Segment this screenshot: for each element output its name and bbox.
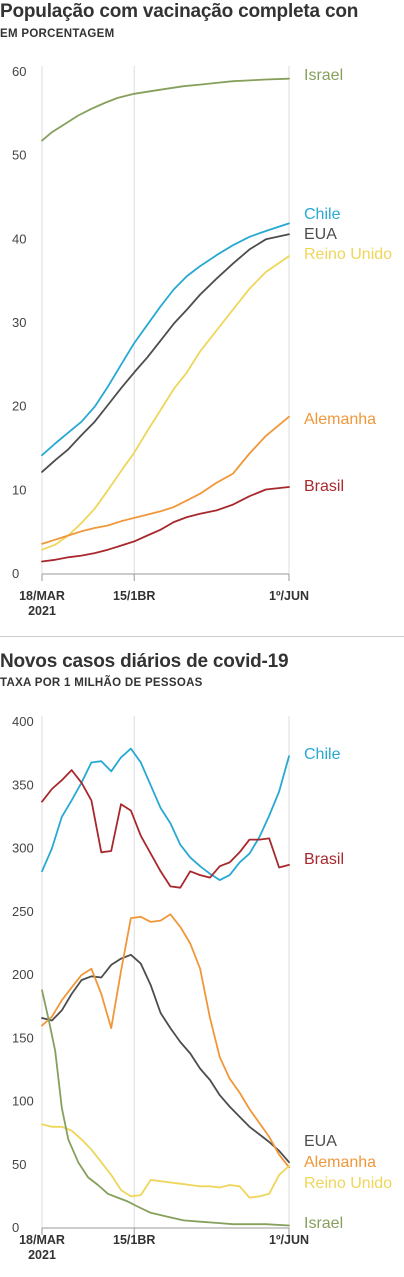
series-line-israel — [41, 77, 290, 142]
series-line-reino-unido — [41, 1123, 290, 1199]
y-tick-label: 150 — [12, 1030, 34, 1045]
chart-title: Novos casos diários de covid-19 — [0, 651, 289, 672]
cases-chart: Novos casos diários de covid-19 TAXA POR… — [0, 648, 404, 1277]
section-divider — [0, 636, 404, 637]
y-tick-label: 250 — [12, 904, 34, 919]
y-tick-label: 300 — [12, 841, 34, 856]
series-label-brasil: Brasil — [304, 478, 344, 495]
series-line-alemanha — [41, 913, 290, 1169]
x-tick-label: 1º/JUN — [269, 1233, 309, 1247]
series-line-reino-unido — [41, 255, 290, 551]
x-tick-label-year: 2021 — [28, 604, 56, 618]
x-tick-label: 15/1BR — [113, 589, 155, 603]
x-tick-label-year: 2021 — [28, 1248, 56, 1262]
series-line-eua — [41, 233, 290, 473]
series-label-eua: EUA — [304, 1133, 337, 1150]
y-tick-label: 50 — [12, 148, 26, 163]
series-label-reino-unido: Reino Unido — [304, 1175, 392, 1192]
series-line-israel — [41, 989, 290, 1227]
y-tick-label: 100 — [12, 1094, 34, 1109]
y-tick-label: 50 — [12, 1157, 26, 1172]
y-tick-label: 400 — [12, 714, 34, 729]
series-line-alemanha — [41, 415, 290, 545]
series-label-eua: EUA — [304, 226, 337, 243]
series-line-brasil — [41, 486, 290, 563]
x-tick-label: 15/1BR — [113, 1233, 155, 1247]
series-label-israel: Israel — [304, 67, 343, 84]
chart-title: População com vacinação completa con — [0, 1, 359, 22]
chart-subtitle: TAXA POR 1 MILHÃO DE PESSOAS — [0, 677, 203, 689]
series-label-chile: Chile — [304, 206, 341, 223]
series-line-chile — [41, 222, 290, 457]
series-line-brasil — [41, 769, 290, 889]
x-tick-label: 1º/JUN — [269, 589, 309, 603]
y-tick-label: 30 — [12, 315, 26, 330]
y-tick-label: 20 — [12, 399, 26, 414]
series-label-chile: Chile — [304, 746, 341, 763]
series-label-reino-unido: Reino Unido — [304, 246, 392, 263]
chart-subtitle: EM PORCENTAGEM — [0, 28, 115, 40]
series-line-eua — [41, 953, 290, 1164]
series-label-alemanha: Alemanha — [304, 411, 376, 428]
y-tick-label: 200 — [12, 967, 34, 982]
y-tick-label: 60 — [12, 64, 26, 79]
series-label-brasil: Brasil — [304, 851, 344, 868]
y-tick-label: 40 — [12, 231, 26, 246]
y-tick-label: 0 — [12, 1220, 19, 1235]
y-tick-label: 350 — [12, 777, 34, 792]
y-tick-label: 10 — [12, 482, 26, 497]
vaccination-chart: População com vacinação completa con EM … — [0, 0, 404, 618]
y-tick-label: 0 — [12, 566, 19, 581]
series-label-israel: Israel — [304, 1215, 343, 1232]
x-tick-label: 18/MAR — [19, 1233, 65, 1247]
series-line-chile — [41, 747, 290, 882]
series-label-alemanha: Alemanha — [304, 1154, 376, 1171]
x-tick-label: 18/MAR — [19, 589, 65, 603]
